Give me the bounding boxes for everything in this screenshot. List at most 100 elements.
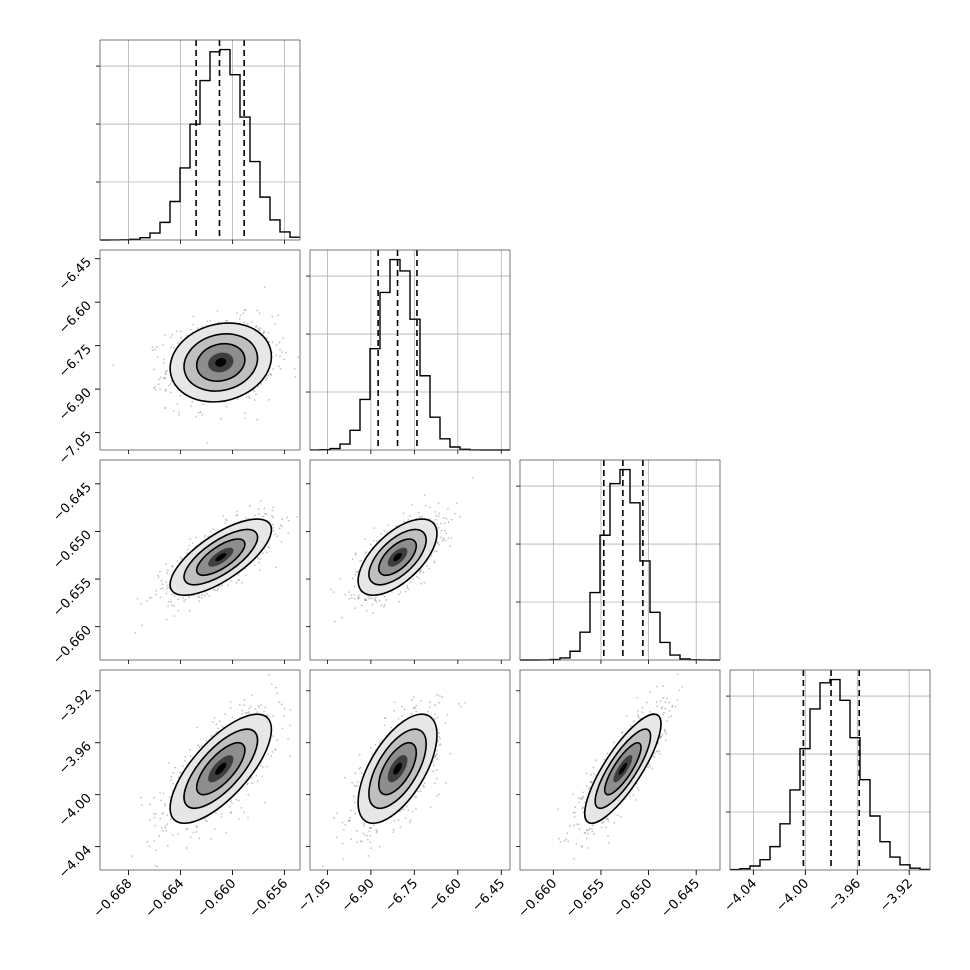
sample-point (421, 515, 424, 518)
sample-point (341, 821, 344, 824)
sample-point (423, 782, 426, 785)
sample-point (381, 739, 383, 741)
sample-point (267, 753, 270, 755)
sample-point (214, 589, 216, 592)
sample-point (258, 569, 261, 572)
sample-point (205, 739, 208, 742)
sample-point (266, 551, 268, 554)
sample-point (172, 346, 175, 349)
contour-line-2 (368, 528, 427, 586)
sample-point (279, 367, 282, 370)
sample-point (241, 709, 244, 712)
sample-point (360, 772, 363, 774)
sample-point (218, 720, 221, 723)
sample-point (471, 477, 474, 479)
sample-point (403, 520, 405, 523)
sample-point (607, 820, 610, 823)
sample-point (360, 559, 363, 562)
sample-point (170, 346, 173, 349)
sample-point (210, 838, 213, 840)
sample-point (365, 551, 367, 554)
sample-point (436, 753, 438, 755)
sample-point (241, 713, 244, 716)
sample-point (347, 819, 350, 822)
sample-point (270, 374, 273, 376)
sample-point (249, 705, 252, 708)
sample-point (380, 533, 382, 535)
sample-point (341, 842, 344, 845)
sample-point (159, 587, 162, 590)
sample-point (447, 521, 450, 523)
sample-point (156, 345, 158, 348)
sample-point (220, 816, 223, 818)
sample-point (373, 540, 375, 542)
sample-point (408, 821, 411, 824)
sample-point (591, 781, 593, 783)
sample-point (392, 828, 395, 831)
density-peak (215, 358, 227, 367)
sample-point (259, 500, 262, 502)
sample-point (637, 710, 639, 712)
sample-point (659, 752, 662, 755)
sample-point (261, 766, 264, 768)
sample-point (369, 543, 372, 546)
sample-point (155, 813, 157, 816)
sample-point (445, 782, 447, 785)
sample-point (276, 739, 278, 742)
sample-point (136, 597, 139, 600)
sample-point (366, 834, 369, 837)
sample-point (435, 514, 438, 517)
sample-point (267, 399, 270, 401)
sample-point (369, 841, 372, 844)
sample-point (253, 564, 256, 566)
sample-point (433, 561, 436, 564)
sample-point (364, 538, 367, 540)
sample-point (155, 849, 158, 852)
sample-point (231, 716, 234, 719)
sample-point (283, 358, 286, 360)
sample-point (370, 847, 373, 850)
sample-point (254, 514, 256, 517)
sample-point (164, 376, 167, 379)
sample-point (662, 697, 664, 699)
contour-line-3 (195, 538, 246, 577)
panel-frame (99, 249, 301, 451)
sample-point (229, 812, 232, 815)
sample-point (235, 514, 238, 517)
sample-point (226, 319, 229, 322)
sample-point (371, 597, 374, 600)
sample-point (246, 711, 248, 714)
sample-point (240, 581, 243, 584)
sample-point (399, 826, 402, 829)
sample-point (270, 683, 273, 686)
sample-point (173, 605, 176, 608)
sample-point (141, 624, 143, 627)
sample-point (154, 864, 157, 867)
sample-point (255, 325, 258, 327)
sample-point (149, 819, 152, 821)
sample-point (662, 685, 664, 687)
contour-line-2 (183, 528, 259, 586)
sample-point (437, 793, 440, 796)
sample-point (444, 539, 447, 542)
sample-point (263, 286, 266, 288)
sample-point (164, 827, 167, 829)
sample-point (256, 309, 259, 312)
sample-point (573, 857, 576, 860)
sample-point (339, 578, 342, 580)
density-panel-1-0 (99, 249, 301, 451)
sample-point (169, 336, 172, 339)
sample-point (172, 410, 175, 412)
sample-point (243, 309, 246, 312)
sample-point (170, 818, 172, 821)
sample-point (184, 755, 187, 758)
sample-point (367, 596, 370, 598)
sample-point (287, 738, 289, 740)
sample-point (275, 686, 277, 689)
sample-point (248, 707, 251, 710)
sample-point (419, 569, 422, 572)
sample-point (405, 805, 408, 808)
sample-point (164, 803, 167, 805)
sample-point (374, 599, 377, 602)
sample-point (168, 384, 170, 387)
